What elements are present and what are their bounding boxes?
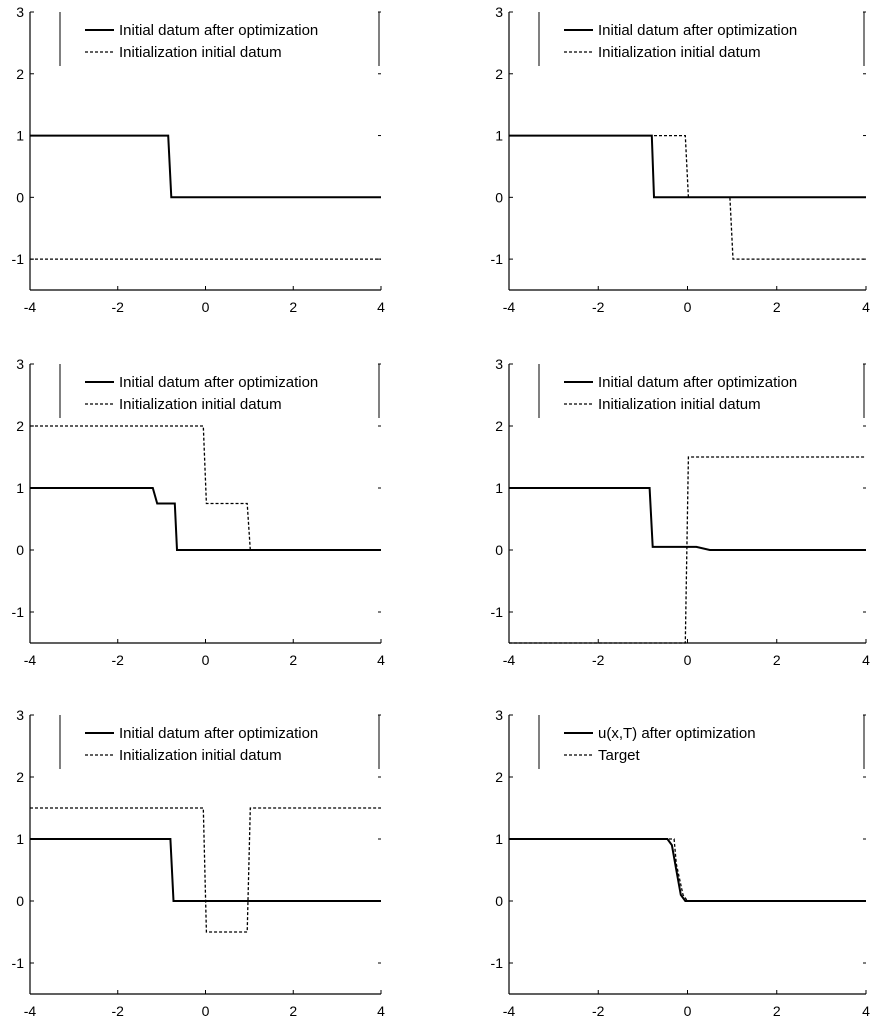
x-tick-label: 4 (377, 652, 385, 668)
legend-label-1: u(x,T) after optimization (598, 725, 756, 742)
y-tick-label: 0 (495, 542, 503, 558)
y-tick-label: -1 (491, 251, 504, 267)
y-tick-label: -1 (491, 604, 504, 620)
chart-panel-5: -1 0 1 2 3 -4 -2 0 2 4 Initial datum after optimiz… (12, 707, 386, 1018)
y-tick-label: 1 (16, 831, 24, 847)
x-tick-label: -4 (24, 299, 37, 315)
x-tick-label: 0 (202, 652, 210, 668)
x-tick-label: 2 (773, 1003, 781, 1018)
y-tick-label: 0 (16, 893, 24, 909)
series-line-2 (30, 807, 381, 933)
legend-label-1: Initial datum after optimization (119, 374, 318, 391)
y-tick-label: 1 (16, 480, 24, 496)
y-tick-label: 3 (16, 707, 24, 723)
y-tick-label: 2 (495, 769, 503, 785)
x-tick-label: -4 (503, 652, 516, 668)
legend-label-2: Initialization initial datum (119, 747, 282, 764)
x-tick-label: 2 (289, 299, 297, 315)
y-tick-label: 3 (16, 4, 24, 20)
x-tick-label: -2 (592, 1003, 605, 1018)
y-tick-label: 1 (16, 128, 24, 144)
y-tick-label: 2 (16, 769, 24, 785)
chart-panel-1: -1 0 1 2 3 -4 -2 0 2 4 Initial datum after optimiz… (12, 4, 386, 315)
chart-panel-6: -1 0 1 2 3 -4 -2 0 2 4 u(x,T) after optimization Ta… (491, 707, 871, 1018)
y-tick-label: -1 (491, 955, 504, 971)
chart-panel-4: -1 0 1 2 3 -4 -2 0 2 4 Initial datum after optimiz… (491, 356, 871, 668)
x-tick-label: -2 (112, 299, 125, 315)
series-line-1 (30, 487, 381, 551)
y-tick-label: 3 (495, 4, 503, 20)
series-line-1 (509, 487, 866, 551)
legend: u(x,T) after optimization Target (538, 715, 865, 769)
x-tick-label: 0 (684, 652, 692, 668)
y-tick-label: -1 (12, 604, 25, 620)
x-tick-label: -4 (24, 652, 37, 668)
x-tick-label: 2 (773, 652, 781, 668)
x-tick-label: -2 (112, 1003, 125, 1018)
y-tick-label: 0 (495, 189, 503, 205)
x-tick-label: 0 (202, 1003, 210, 1018)
legend-label-2: Initialization initial datum (598, 396, 761, 413)
series-line-1 (30, 134, 381, 199)
y-tick-label: 0 (16, 542, 24, 558)
y-tick-label: 1 (495, 128, 503, 144)
y-tick-label: 3 (495, 356, 503, 372)
series-line-2 (509, 456, 866, 644)
x-tick-label: 2 (289, 652, 297, 668)
series-line-2 (509, 134, 866, 260)
y-tick-label: 0 (495, 893, 503, 909)
y-tick-label: -1 (12, 955, 25, 971)
legend: Initial datum after optimization Initiali… (59, 715, 380, 769)
x-tick-label: -2 (592, 299, 605, 315)
chart-panel-2: -1 0 1 2 3 -4 -2 0 2 4 Initial datum after optimiz… (491, 4, 871, 315)
legend-label-1: Initial datum after optimization (119, 725, 318, 742)
legend: Initial datum after optimization Initiali… (59, 364, 380, 418)
x-tick-label: 4 (862, 1003, 870, 1018)
legend-label-1: Initial datum after optimization (598, 374, 797, 391)
x-tick-label: 4 (862, 652, 870, 668)
legend-label-1: Initial datum after optimization (598, 22, 797, 39)
y-tick-label: 3 (16, 356, 24, 372)
x-tick-label: 0 (202, 299, 210, 315)
x-tick-label: -4 (503, 299, 516, 315)
legend-label-2: Initialization initial datum (119, 396, 282, 413)
y-tick-label: 2 (495, 66, 503, 82)
legend: Initial datum after optimization Initiali… (538, 12, 865, 66)
series-line-2 (30, 425, 381, 551)
legend-label-2: Initialization initial datum (598, 44, 761, 61)
y-tick-label: 1 (495, 480, 503, 496)
y-tick-label: 1 (495, 831, 503, 847)
x-tick-label: 0 (684, 1003, 692, 1018)
chart-panel-3: -1 0 1 2 3 -4 -2 0 2 4 Initial datum after optimiz… (12, 356, 386, 668)
x-tick-label: -4 (503, 1003, 516, 1018)
x-tick-label: 2 (773, 299, 781, 315)
x-tick-label: 4 (862, 299, 870, 315)
y-tick-label: 2 (16, 418, 24, 434)
x-tick-label: 0 (684, 299, 692, 315)
y-tick-label: 3 (495, 707, 503, 723)
series-line-1 (509, 838, 866, 902)
series-line-1 (30, 838, 381, 902)
series-line-2 (509, 838, 866, 902)
legend-label-2: Target (598, 747, 641, 764)
y-tick-label: 0 (16, 189, 24, 205)
x-tick-label: -4 (24, 1003, 37, 1018)
x-tick-label: -2 (112, 652, 125, 668)
legend: Initial datum after optimization Initiali… (59, 12, 380, 66)
x-tick-label: 2 (289, 1003, 297, 1018)
x-tick-label: -2 (592, 652, 605, 668)
legend-label-2: Initialization initial datum (119, 44, 282, 61)
legend: Initial datum after optimization Initiali… (538, 364, 865, 418)
x-tick-label: 4 (377, 299, 385, 315)
y-tick-label: -1 (12, 251, 25, 267)
legend-label-1: Initial datum after optimization (119, 22, 318, 39)
x-tick-label: 4 (377, 1003, 385, 1018)
y-tick-label: 2 (495, 418, 503, 434)
y-tick-label: 2 (16, 66, 24, 82)
